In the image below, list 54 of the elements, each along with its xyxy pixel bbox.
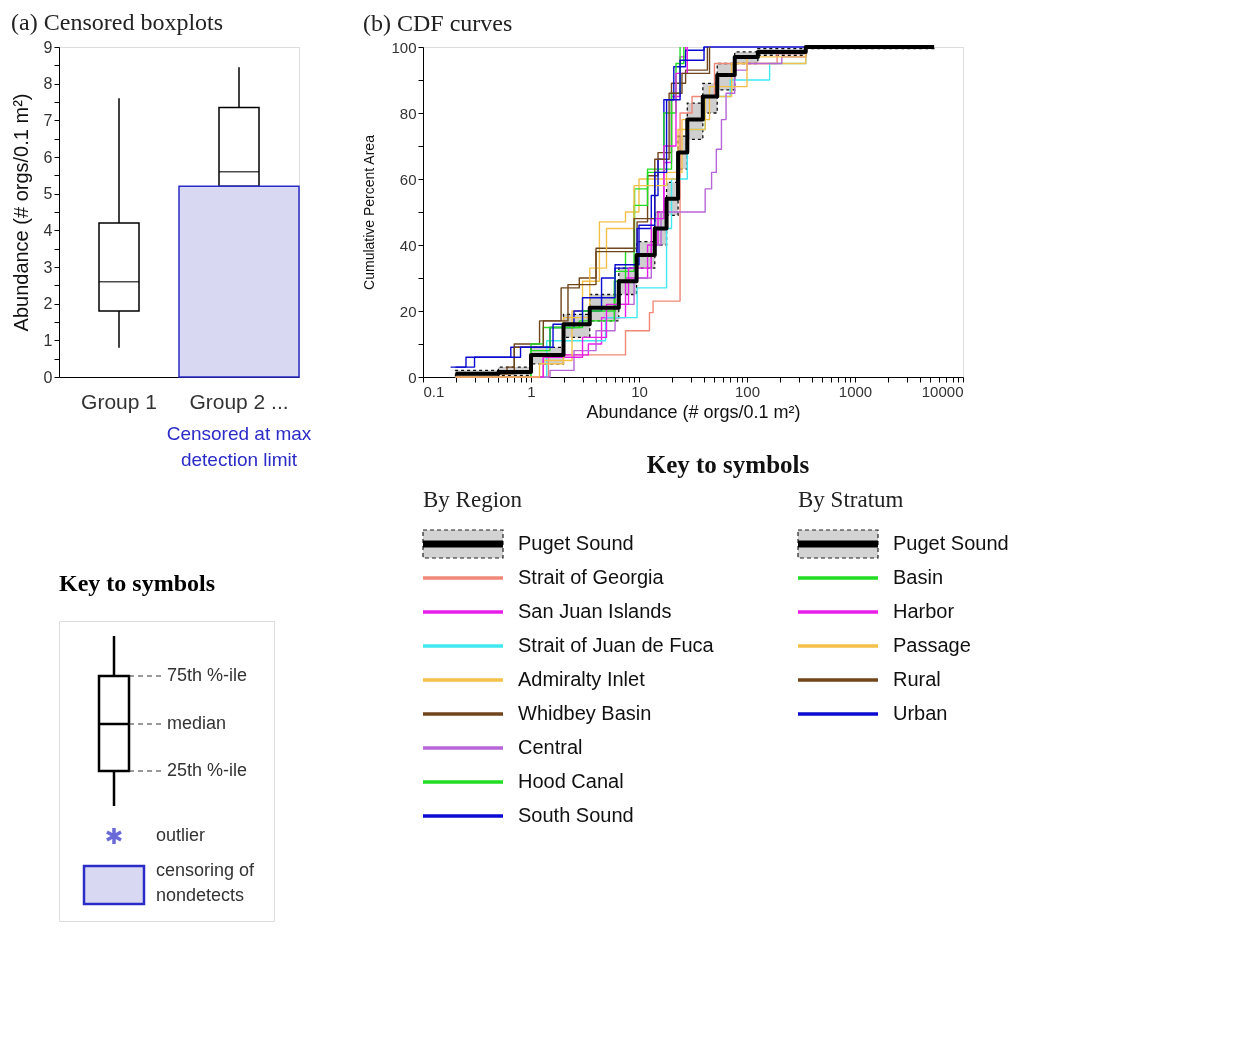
y-axis-title: Abundance (# orgs/0.1 m²) [9,93,32,332]
chart-title: (a) Censored boxplots [11,9,224,35]
y-tick-label: 0 [43,368,53,386]
legend-label: Passage [893,634,971,656]
legend-label: Rural [893,668,941,690]
legend-label: Admiralty Inlet [518,668,646,690]
legend-label: Strait of Juan de Fuca [518,634,715,656]
legend-title: Key to symbols [646,451,810,478]
x-axis-title: Abundance (# orgs/0.1 m²) [586,401,801,422]
legend-label: San Juan Islands [518,600,672,622]
x-tick-label: Group 1 [81,389,157,413]
x-tick-label: 10000 [921,382,964,400]
y-tick-label: 1 [43,331,53,349]
y-tick-label: 6 [43,148,53,166]
y-tick-label: 7 [43,111,53,129]
y-tick-label: 5 [43,185,53,203]
text: Censored at max detection limit [166,423,312,470]
legend-label: Puget Sound [518,532,634,554]
text: Puget Sound [893,532,1009,554]
text: By Region [423,487,523,512]
text: outlier [156,825,206,845]
y-tick-label: 0 [408,368,417,386]
legend-label: Harbor [893,600,955,622]
x-tick-label: Group 2 ... [189,389,289,413]
y-tick-label: 4 [43,221,53,239]
x-tick-label: 10 [631,382,648,400]
legend-label: Hood Canal [518,770,624,792]
text: By Stratum [798,487,904,512]
y-tick-label: 8 [43,75,53,93]
y-tick-label: 60 [399,170,417,188]
y-tick-label: 80 [399,104,417,122]
legend-label: Basin [893,566,944,588]
y-axis-title: Cumulative Percent Area [361,134,378,290]
text: median [167,713,227,733]
text: censoring of nondetects [156,860,256,905]
legend-label: Strait of Georgia [518,566,665,588]
y-tick-label: 20 [399,302,417,320]
y-tick-label: 100 [391,38,417,56]
legend-label: Central [518,736,583,758]
legend-label: South Sound [518,804,634,826]
text: 25th %-ile [167,760,248,780]
y-tick-label: 9 [43,38,53,56]
y-tick-label: 3 [43,258,53,276]
y-tick-label: 2 [43,295,53,313]
chart-title: (b) CDF curves [362,10,513,36]
legend-label: Urban [893,702,948,724]
x-tick-label: 1000 [838,382,873,400]
x-tick-label: 0.1 [423,382,445,400]
legend-label: Whidbey Basin [518,702,652,724]
y-tick-label: 40 [399,236,417,254]
x-tick-label: 100 [734,382,761,400]
text: Key to symbols [59,570,215,596]
x-tick-label: 1 [527,382,536,400]
text: 75th %-ile [167,665,248,685]
